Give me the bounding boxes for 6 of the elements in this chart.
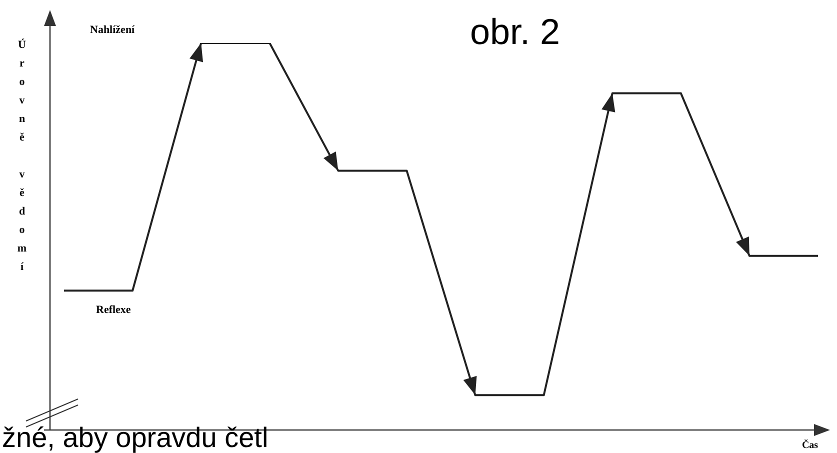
- annotation: Reflexe: [96, 304, 131, 316]
- chart-title: obr. 2: [470, 11, 560, 52]
- text: Úrovně vědomí: [17, 39, 27, 273]
- x-axis-title: Čas: [802, 439, 818, 451]
- text: Nahlížení: [90, 24, 136, 36]
- annotation: žné, aby opravdu četl: [2, 422, 268, 453]
